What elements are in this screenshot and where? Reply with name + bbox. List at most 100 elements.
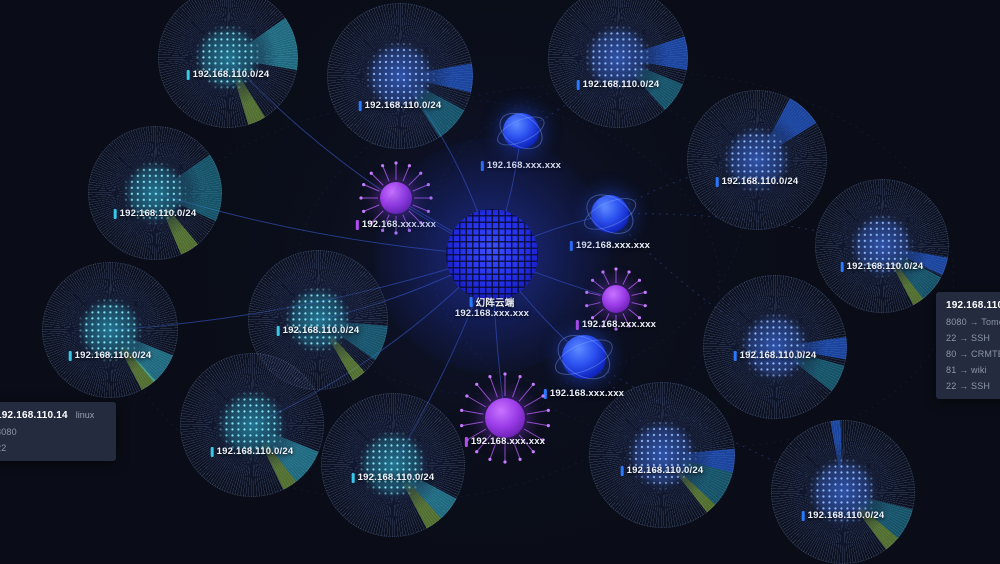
node-label: 192.168.110.0/24 — [801, 510, 885, 521]
subnet-center-glow — [77, 297, 143, 363]
node-label-text: 幻阵云端 — [475, 298, 515, 309]
node-label: 192.168.110.0/24 — [358, 100, 442, 111]
host-tooltip-left: 192.168.110.14 linux 8080 22 — [0, 402, 116, 461]
host-node[interactable]: 192.168.xxx.xxx — [543, 325, 624, 399]
label-bar-icon — [620, 465, 624, 476]
subnet-ring — [42, 262, 178, 398]
node-label-text: 192.168.110.0/24 — [357, 472, 435, 483]
subnet-node[interactable]: 192.168.110.0/24 — [771, 420, 915, 564]
decoy-node[interactable]: 192.168.xxx.xxx — [575, 266, 656, 332]
service-row: 81 → wiki — [946, 365, 987, 375]
topology-edge — [609, 159, 758, 215]
tooltip-header: 192.168.110.14 linux — [0, 410, 106, 421]
host-sphere — [562, 335, 606, 379]
node-label: 192.168.110.0/24 — [576, 79, 660, 90]
label-bar-icon — [801, 510, 805, 521]
node-label: 192.168.110.0/24 — [68, 350, 152, 361]
node-label: 192.168.110.0/24 — [715, 176, 799, 187]
subnet-node[interactable]: 192.168.110.0/24 — [589, 382, 735, 528]
subnet-center-glow — [584, 24, 652, 92]
host-node[interactable]: 192.168.xxx.xxx — [480, 105, 561, 171]
node-label: 192.168.xxx.xxx — [455, 308, 529, 319]
label-bar-icon — [464, 436, 468, 447]
service-row: 8080 → Tomca — [946, 317, 1000, 327]
label-bar-icon — [113, 208, 117, 219]
node-label-text: 192.168.110.0/24 — [216, 446, 294, 457]
host-sphere — [503, 113, 539, 149]
label-bar-icon — [469, 297, 473, 307]
decoy-sphere — [485, 398, 525, 438]
label-bar-icon — [186, 69, 190, 80]
node-label-text: 192.168.110.0/24 — [364, 100, 442, 111]
subnet-ring — [321, 393, 465, 537]
node-label: 192.168.xxx.xxx — [575, 319, 656, 330]
host-node[interactable]: 192.168.xxx.xxx — [569, 186, 650, 251]
tooltip-ip: 192.168.110.14 — [946, 300, 1000, 311]
decoy-node[interactable]: 192.168.xxx.xxx — [355, 160, 436, 236]
subnet-node[interactable]: 192.168.110.0/24 — [548, 0, 688, 128]
subnet-center-glow — [723, 126, 791, 194]
label-bar-icon — [543, 388, 547, 399]
node-label-text: 192.168.110.0/24 — [119, 208, 197, 219]
node-label-text: 192.168.xxx.xxx — [487, 160, 561, 171]
node-label: 192.168.xxx.xxx — [480, 160, 561, 171]
label-bar-icon — [715, 176, 719, 187]
service-row: 22 → SSH — [946, 333, 991, 343]
subnet-ring — [687, 90, 827, 230]
topology-edge — [609, 213, 776, 348]
decoy-spikes-icon — [585, 267, 647, 331]
node-label: 192.168.xxx.xxx — [464, 436, 546, 447]
tooltip-header: 192.168.110.14 — [946, 300, 1000, 311]
label-bar-icon — [576, 79, 580, 90]
node-label: 192.168.110.0/24 — [186, 69, 270, 80]
subnet-node[interactable]: 192.168.110.0/24 — [687, 90, 827, 230]
node-label-text: 192.168.xxx.xxx — [470, 436, 546, 447]
subnet-node[interactable]: 192.168.110.0/24 — [327, 3, 473, 149]
port-row: 22 — [0, 443, 7, 453]
node-label-text: 192.168.110.0/24 — [192, 69, 270, 80]
node-label-text: 192.168.110.0/24 — [282, 325, 360, 336]
subnet-center-glow — [626, 419, 698, 491]
host-sphere — [590, 194, 630, 234]
subnet-node[interactable]: 192.168.110.0/24 — [158, 0, 298, 128]
node-label: 192.168.110.0/24 — [113, 208, 197, 219]
subnet-ring — [327, 3, 473, 149]
service-row: 22 → SSH — [946, 381, 991, 391]
label-bar-icon — [733, 350, 737, 361]
subnet-center-glow — [358, 430, 428, 500]
subnet-center-glow — [849, 213, 915, 279]
subnet-center-glow — [364, 40, 436, 112]
subnet-ring — [815, 179, 949, 313]
node-label: 192.168.110.0/24 — [351, 472, 435, 483]
core-node[interactable]: 幻阵云端 192.168.xxx.xxx — [374, 137, 610, 373]
subnet-center-glow — [740, 312, 810, 382]
label-bar-icon — [840, 261, 844, 272]
node-label-text: 192.168.xxx.xxx — [549, 388, 625, 399]
node-label-text: 192.168.110.0/24 — [846, 261, 924, 272]
subnet-node[interactable]: 192.168.110.0/24 — [42, 262, 178, 398]
label-bar-icon — [68, 350, 72, 361]
label-bar-icon — [358, 100, 362, 111]
decoy-node[interactable]: 192.168.xxx.xxx — [458, 371, 552, 465]
tooltip-ip: 192.168.110.14 — [0, 410, 68, 421]
subnet-center-glow — [284, 286, 352, 354]
decoy-spikes-icon — [359, 161, 433, 235]
node-label: 192.168.xxx.xxx — [569, 240, 650, 251]
port-row: 8080 — [0, 427, 17, 437]
subnet-center-glow — [808, 457, 878, 527]
subnet-node[interactable]: 192.168.110.0/24 — [180, 353, 324, 497]
subnet-center-glow — [194, 24, 262, 92]
label-bar-icon — [480, 160, 484, 171]
subnet-center-glow — [217, 390, 287, 460]
node-label-text: 192.168.110.0/24 — [626, 465, 704, 476]
node-label: 幻阵云端 — [469, 295, 515, 309]
decoy-sphere — [602, 285, 630, 313]
subnet-node[interactable]: 192.168.110.0/24 — [321, 393, 465, 537]
tooltip-service-list: 8080 → Tomca 22 → SSH 80 → CRMTEST 81 → wik… — [946, 317, 1000, 391]
label-bar-icon — [569, 240, 573, 251]
subnet-ring — [158, 0, 298, 128]
subnet-node[interactable]: 192.168.110.0/24 — [88, 126, 222, 260]
subnet-center-glow — [122, 160, 188, 226]
node-label: 192.168.110.0/24 — [840, 261, 924, 272]
subnet-ring — [88, 126, 222, 260]
